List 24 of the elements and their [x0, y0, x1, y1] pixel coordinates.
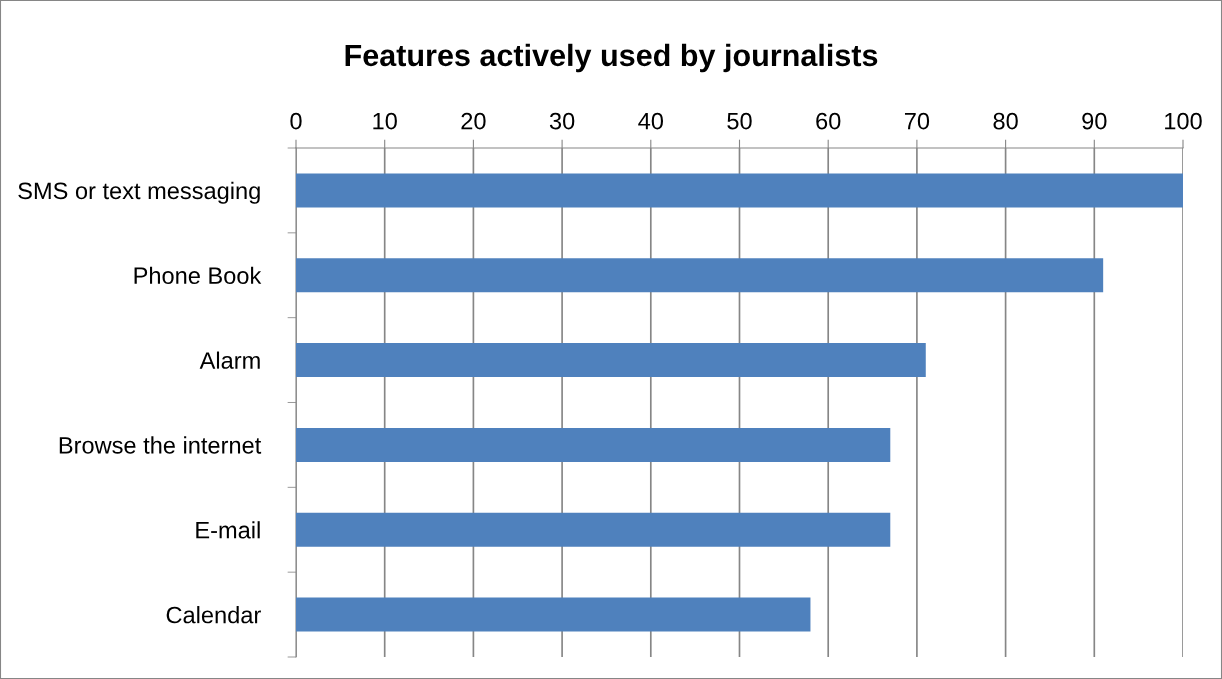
bar	[296, 427, 891, 462]
bar	[296, 258, 1104, 293]
x-tick-label: 80	[993, 112, 1018, 130]
y-tick-label: Browse the internet	[59, 436, 262, 454]
bar	[296, 343, 926, 378]
chart-title: Features actively used by journalists	[345, 43, 878, 73]
x-tick-label: 50	[727, 112, 752, 130]
bar	[296, 173, 1183, 208]
y-tick-label: Alarm	[199, 351, 260, 369]
x-tick-label: 100	[1165, 112, 1202, 130]
x-tick-label: 90	[1082, 112, 1107, 130]
y-tick-label: Phone Book	[134, 266, 262, 285]
x-tick-label: 20	[461, 112, 486, 130]
bar	[296, 597, 811, 632]
y-tick-label: SMS or text messaging	[18, 181, 260, 204]
x-tick-label: 10	[373, 112, 397, 130]
x-tick-label: 70	[904, 112, 930, 130]
y-tick-label: E-mail	[196, 521, 260, 539]
bar	[296, 512, 891, 547]
x-tick-label: 0	[290, 112, 302, 130]
x-tick-label: 30	[549, 112, 575, 130]
x-tick-label: 40	[638, 112, 664, 130]
x-tick-label: 60	[816, 112, 841, 130]
y-tick-label: Calendar	[166, 606, 261, 624]
